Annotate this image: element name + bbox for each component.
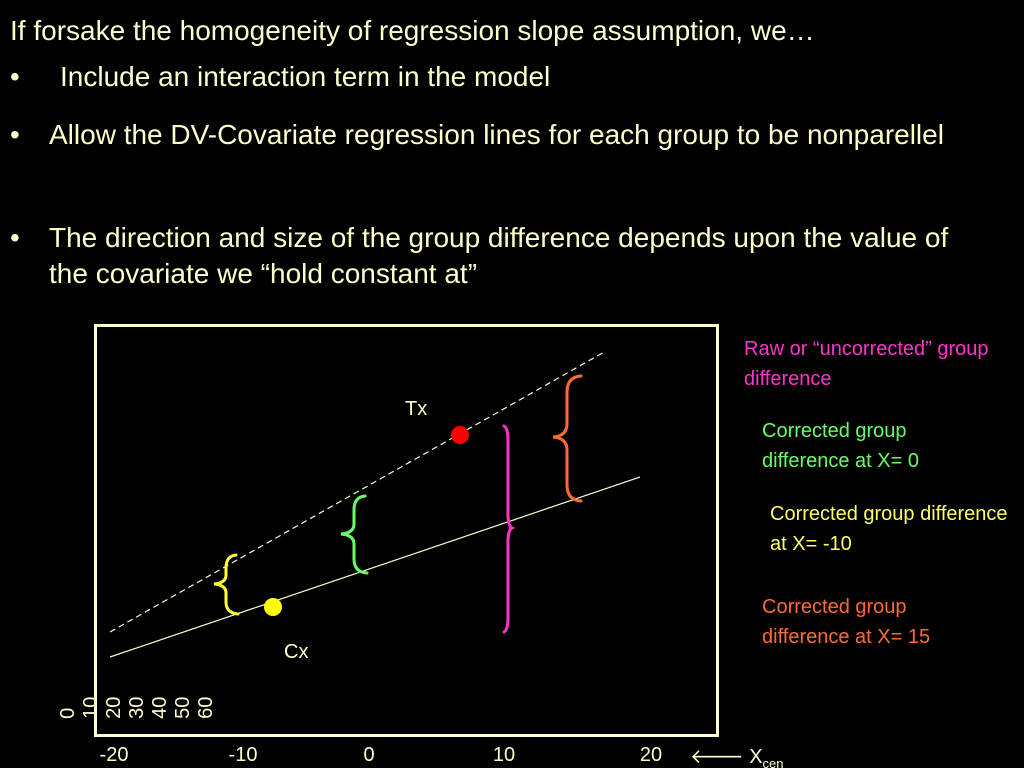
plot-frame	[94, 324, 719, 737]
bullet-interaction-term: • Include an interaction term in the mod…	[10, 59, 710, 95]
bullet-marker: •	[10, 119, 20, 150]
tx-regression-line	[109, 350, 607, 633]
brace-at-x-15	[552, 374, 583, 503]
x-axis-label: 🡐 Xcen	[690, 744, 784, 768]
y-tick: 40	[149, 696, 171, 719]
brace-at-x-minus-10	[213, 553, 240, 616]
y-tick: 50	[172, 696, 194, 719]
tx-point	[451, 426, 469, 444]
bullet-text: Allow the DV-Covariate regression lines …	[49, 119, 944, 150]
x-tick: 10	[492, 744, 516, 766]
x-axis-subscript: cen	[762, 756, 784, 768]
y-tick: 30	[126, 696, 148, 719]
corrected-x-minus-10-text: Corrected group difference at X= -10	[770, 503, 1008, 555]
bullet-text: The direction and size of the group diff…	[49, 222, 949, 289]
bullet-marker: •	[10, 222, 20, 253]
x-tick: 0	[363, 744, 375, 766]
x-axis-main: X	[749, 746, 763, 768]
corrected-x0-text: Corrected group difference at X= 0	[762, 420, 919, 472]
y-tick: 60	[195, 696, 217, 719]
bullet-text: Include an interaction term in the model	[60, 61, 551, 92]
corrected-x15-label: Corrected group difference at X= 15	[762, 592, 982, 652]
bullet-marker: •	[10, 61, 20, 92]
cx-regression-line	[109, 476, 641, 658]
x-tick: -20	[99, 744, 129, 766]
x-tick: -10	[228, 744, 258, 766]
y-tick: 0	[57, 707, 79, 719]
left-arrow-icon: 🡐	[690, 746, 744, 768]
bullet-group-difference: • The direction and size of the group di…	[10, 220, 970, 292]
y-tick: 20	[103, 696, 125, 719]
brace-at-x-0	[340, 494, 369, 575]
raw-difference-text: Raw or “uncorrected” group difference	[744, 338, 989, 390]
bullet-nonparallel-lines: • Allow the DV-Covariate regression line…	[10, 117, 970, 153]
corrected-x15-text: Corrected group difference at X= 15	[762, 596, 931, 648]
tx-label: Tx	[405, 398, 428, 420]
x-tick: 20	[639, 744, 663, 766]
raw-difference-label: Raw or “uncorrected” group difference	[744, 334, 994, 394]
y-tick: 10	[80, 696, 102, 719]
y-axis-ticks: 0 10 20 30 40 50 60	[34, 674, 218, 730]
cx-point	[264, 598, 282, 616]
corrected-x0-label: Corrected group difference at X= 0	[762, 416, 977, 476]
cx-label: Cx	[284, 641, 309, 663]
corrected-x-minus-10-label: Corrected group difference at X= -10	[770, 499, 1010, 559]
brace-raw-difference	[502, 424, 516, 634]
slide-heading: If forsake the homogeneity of regression…	[10, 15, 815, 46]
